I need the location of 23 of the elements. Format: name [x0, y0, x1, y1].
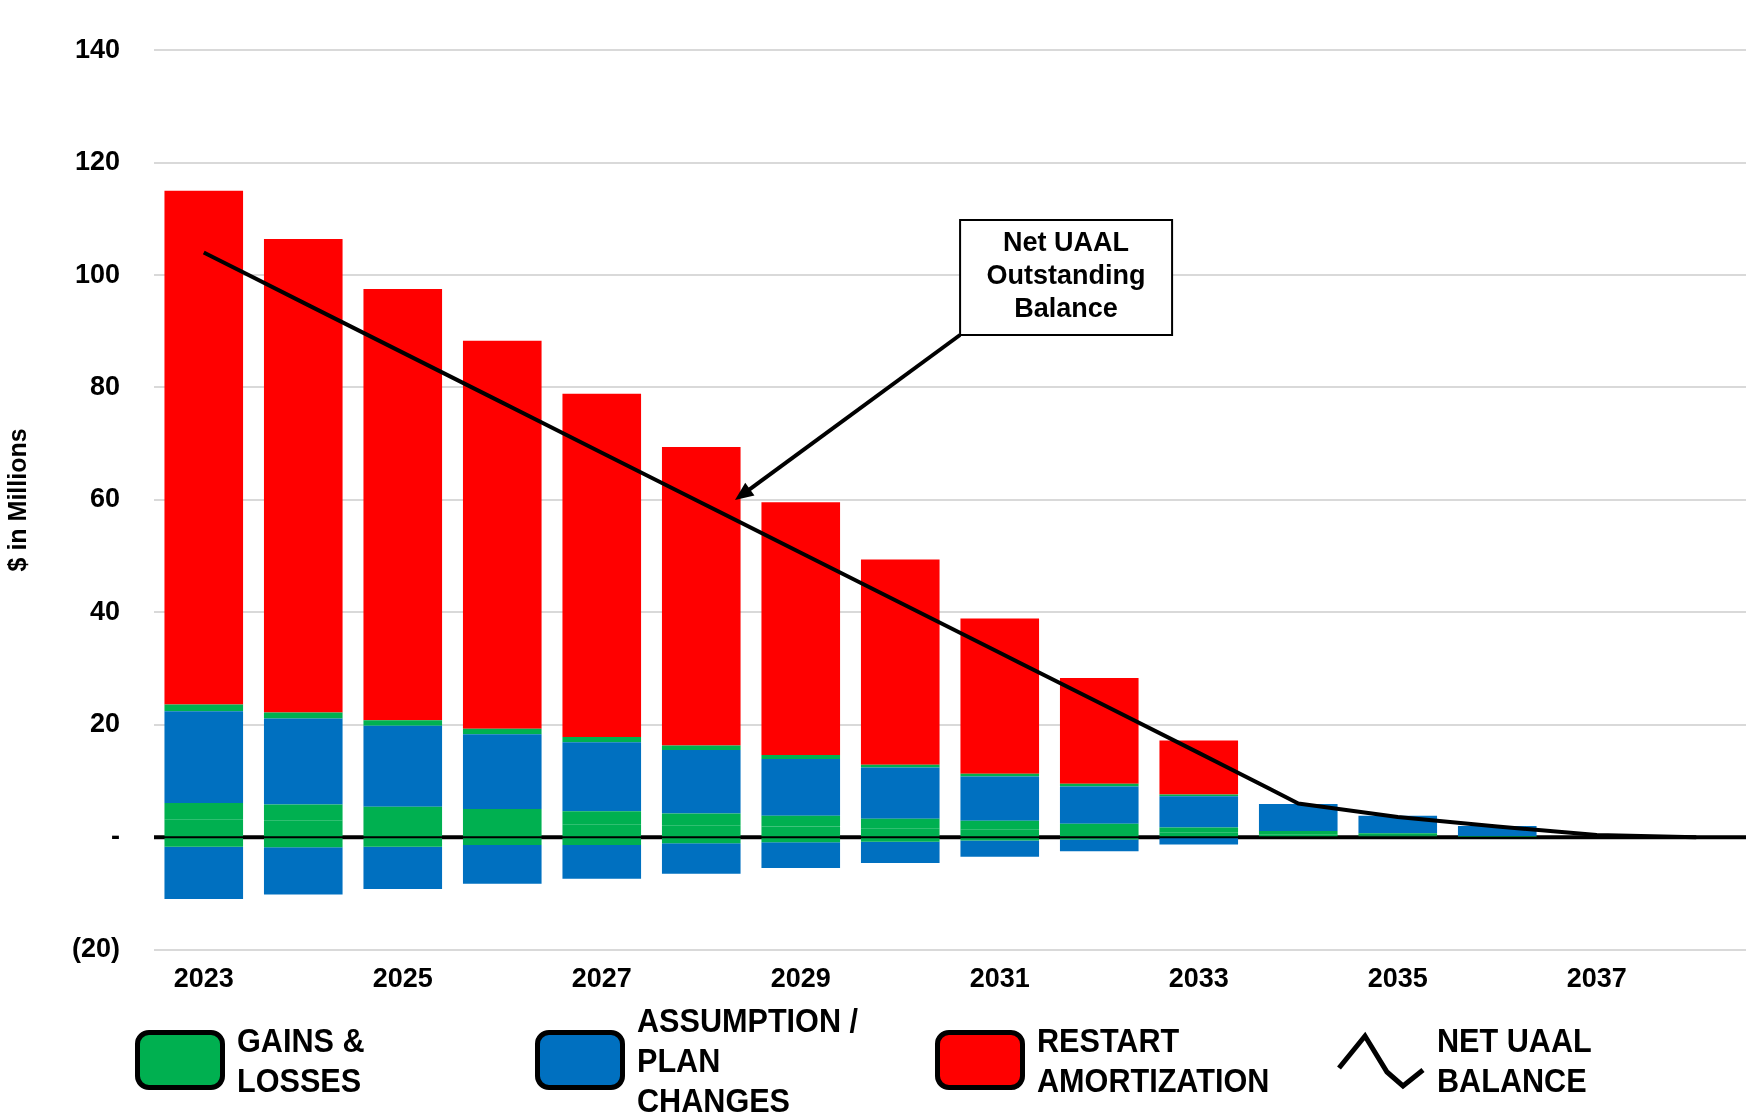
annotation: Net UAAL Outstanding Balance: [986, 227, 1146, 324]
y-tick-label: 40: [89, 595, 121, 626]
y-tick-label: 20: [89, 708, 121, 739]
legend-label: GAINS & LOSSES: [237, 1020, 366, 1100]
x-tick-label: 2035: [1367, 963, 1428, 994]
x-tick-label: 2037: [1566, 963, 1627, 994]
y-tick-label: 80: [89, 370, 121, 401]
x-tick-label: 2027: [571, 963, 632, 994]
y-tick-label: 140: [74, 33, 121, 64]
y-tick-label: 60: [89, 483, 121, 514]
legend-label: NET UAAL BALANCE: [1437, 1020, 1593, 1100]
x-tick-label: 2029: [770, 963, 831, 994]
legend-label: ASSUMPTION / PLAN CHANGES: [637, 1000, 859, 1117]
y-tick-label: -: [111, 820, 121, 851]
x-tick-label: 2023: [173, 963, 234, 994]
x-tick-label: 2033: [1168, 963, 1229, 994]
legend-label: RESTART AMORTIZATION: [1037, 1020, 1271, 1100]
y-tick-label: (20): [72, 933, 121, 964]
y-axis-title: $ in Millions: [2, 428, 31, 572]
y-tick-label: 120: [74, 146, 121, 177]
x-tick-label: 2031: [969, 963, 1030, 994]
y-tick-label: 100: [74, 258, 121, 289]
x-tick-label: 2025: [372, 963, 433, 994]
